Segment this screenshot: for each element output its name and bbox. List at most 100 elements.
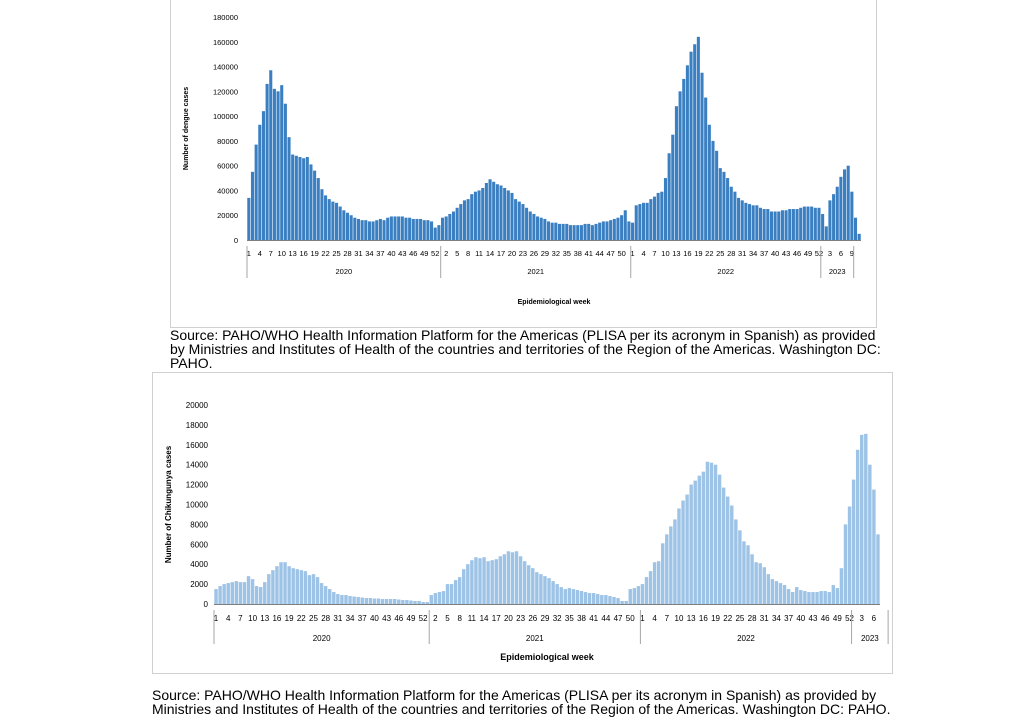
- dengue-y-tick-label: 20000: [217, 211, 238, 220]
- dengue-bar: [389, 216, 393, 240]
- chikungunya-x-tick-label: 31: [760, 614, 769, 623]
- dengue-bar: [718, 168, 722, 240]
- dengue-bar: [616, 217, 620, 240]
- dengue-bar: [481, 187, 485, 240]
- chikungunya-bar: [267, 574, 271, 604]
- chikungunya-bar: [827, 592, 831, 604]
- chikungunya-bar: [632, 588, 637, 604]
- chikungunya-x-tick-label: 52: [845, 614, 854, 623]
- chikungunya-x-tick-label: 31: [333, 614, 342, 623]
- dengue-x-tick-label: 19: [694, 249, 702, 258]
- chikungunya-bar: [563, 589, 567, 604]
- chikungunya-bar: [234, 581, 239, 604]
- chikungunya-x-tick-label: 41: [589, 614, 598, 623]
- chikungunya-bar: [754, 562, 758, 604]
- chikungunya-bar: [405, 600, 409, 604]
- dengue-x-tick-label: 22: [705, 249, 713, 258]
- dengue-bar: [663, 178, 668, 240]
- chikungunya-bar: [620, 601, 624, 604]
- dengue-bar: [386, 217, 390, 240]
- dengue-bar: [747, 204, 752, 240]
- dengue-source-note: Source: PAHO/WHO Health Information Plat…: [170, 327, 881, 371]
- chikungunya-bar: [608, 596, 612, 604]
- dengue-bar: [550, 222, 554, 240]
- dengue-bar: [517, 201, 521, 240]
- dengue-x-tick-label: 46: [409, 249, 417, 258]
- dengue-bar: [744, 202, 748, 240]
- chikungunya-bar: [713, 464, 718, 604]
- dengue-y-tick-label: 100000: [213, 112, 238, 121]
- chikungunya-bar: [429, 595, 433, 604]
- dengue-bar: [579, 225, 583, 240]
- dengue-bar: [404, 217, 408, 240]
- chikungunya-y-tick-label: 12000: [186, 481, 209, 490]
- chikungunya-bar: [579, 591, 584, 604]
- chikungunya-x-tick-label: 26: [528, 614, 537, 623]
- chikungunya-x-tick-label: 46: [821, 614, 830, 623]
- dengue-bar: [488, 179, 492, 240]
- dengue-x-tick-label: 52: [815, 249, 823, 258]
- dengue-bar: [594, 223, 598, 240]
- dengue-x-tick-label: 29: [541, 249, 549, 258]
- chikungunya-bar: [222, 584, 226, 604]
- chikungunya-bar: [774, 581, 779, 604]
- chikungunya-bar: [250, 579, 255, 605]
- dengue-x-tick-label: 14: [486, 249, 494, 258]
- chikungunya-bar: [332, 592, 336, 604]
- chikungunya-bar: [482, 557, 486, 604]
- chikungunya-bar: [462, 569, 466, 604]
- dengue-x-tick-label: 34: [365, 249, 373, 258]
- dengue-x-tick-label: 52: [431, 249, 439, 258]
- chikungunya-x-tick-label: 34: [346, 614, 355, 623]
- dengue-bar: [382, 220, 386, 240]
- chikungunya-bar: [855, 449, 860, 604]
- dengue-bar: [656, 192, 660, 240]
- chikungunya-bar: [527, 565, 531, 604]
- dengue-bar: [634, 205, 638, 240]
- dengue-x-tick-label: 4: [641, 249, 645, 258]
- dengue-x-tick-label: 46: [793, 249, 801, 258]
- dengue-bar: [612, 218, 616, 240]
- dengue-bar: [649, 199, 653, 240]
- chikungunya-bar: [616, 598, 620, 604]
- dengue-bar: [652, 196, 657, 240]
- dengue-y-tick-label: 140000: [213, 63, 238, 72]
- chikungunya-x-tick-label: 49: [407, 614, 416, 623]
- chikungunya-bar: [583, 592, 588, 604]
- chikungunya-bar: [815, 592, 819, 604]
- dengue-bar: [313, 170, 317, 240]
- dengue-bar: [590, 225, 594, 240]
- chikungunya-bar: [823, 591, 827, 604]
- chikungunya-year-label: 2022: [737, 634, 755, 643]
- chikungunya-x-tick-label: 34: [772, 614, 781, 623]
- chikungunya-x-tick-label: 1: [214, 614, 219, 623]
- dengue-x-tick-label: 31: [354, 249, 362, 258]
- dengue-bar: [696, 36, 700, 240]
- chikungunya-bar: [860, 434, 864, 604]
- dengue-x-tick-label: 40: [387, 249, 395, 258]
- dengue-bar: [510, 192, 514, 240]
- chikungunya-x-tick-label: 40: [796, 614, 805, 623]
- chikungunya-bar: [726, 496, 730, 604]
- chikungunya-bar: [872, 489, 876, 604]
- dengue-bar: [419, 218, 423, 240]
- chikungunya-bar: [701, 471, 706, 604]
- dengue-x-tick-label: 10: [661, 249, 669, 258]
- dengue-bar: [349, 215, 353, 240]
- chikungunya-bar: [238, 582, 243, 604]
- chikungunya-bar: [851, 479, 856, 605]
- dengue-x-tick-label: 25: [716, 249, 724, 258]
- dengue-bar: [338, 206, 342, 240]
- chikungunya-x-tick-label: 4: [226, 614, 231, 623]
- dengue-bar: [444, 216, 448, 240]
- dengue-bar: [806, 206, 810, 240]
- chikungunya-bar: [510, 552, 515, 604]
- chikungunya-bar: [644, 577, 649, 604]
- chikungunya-bar: [441, 591, 446, 604]
- chikungunya-bar: [539, 574, 543, 604]
- dengue-bar: [324, 195, 328, 240]
- chikungunya-bar: [393, 599, 397, 604]
- dengue-bar: [769, 211, 773, 240]
- chikungunya-x-tick-label: 16: [699, 614, 708, 623]
- dengue-bar: [740, 200, 744, 240]
